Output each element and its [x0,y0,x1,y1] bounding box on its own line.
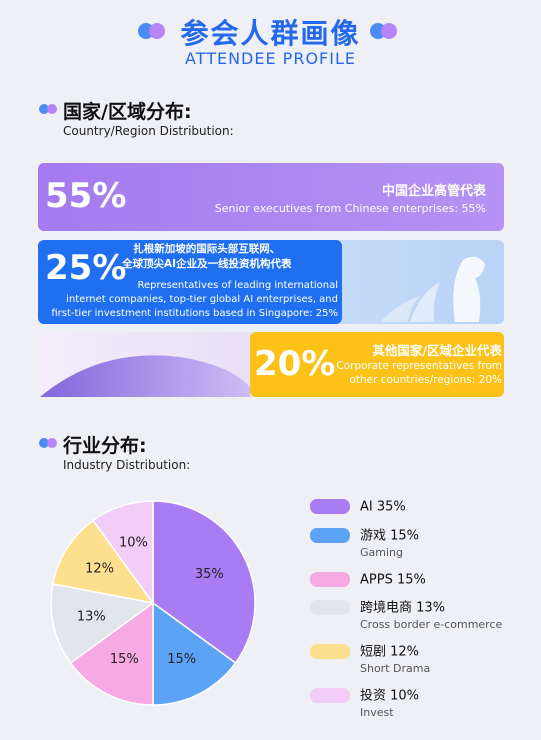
percent: 20% [254,344,336,384]
legend-label: 投资 10% [360,688,419,704]
card-desc: Representatives of leading international… [38,279,338,321]
heading-icon [39,104,57,448]
slice-label: 15% [167,652,196,667]
pie-slice [51,519,155,605]
legend-label: 短剧 12% [360,645,419,660]
legend-label: AI 35% [360,500,406,515]
card-title: 中国企业高管代表 [381,184,486,199]
legend-swatch [310,528,350,543]
card-desc-line: internet companies, top-tier global AI e… [66,294,338,305]
card-title-line: 全球顶尖AI企业及一线投资机构代表 [122,258,292,270]
card-desc-line: other countries/regions: 20% [349,374,502,386]
card-title: 其他国家/区域企业代表 [372,343,502,358]
card-desc: Senior executives from Chinese enterpris… [214,202,486,215]
card-title: 扎根新加坡的国际头部互联网、 全球顶尖AI企业及一线投资机构代表 [122,242,292,272]
pie-slice [91,500,154,606]
legend-sublabel: Short Drama [360,662,430,675]
title-icon [138,23,397,39]
legend-swatch [310,572,350,587]
card-title-line: 扎根新加坡的国际头部互联网、 [133,243,281,255]
wave-art [40,355,250,397]
heading: 国家/区域分布: [63,101,192,123]
subheading: Industry Distribution: [63,458,191,472]
legend-swatch [310,499,350,514]
card-bg [38,163,504,231]
subheading: Country/Region Distribution: [63,124,234,138]
card-desc-line: Representatives of leading international [137,280,338,291]
pie-slice [152,500,256,665]
slice-label: 13% [77,609,106,624]
percent: 55% [45,176,127,216]
legend-label: APPS 15% [360,573,426,588]
subtitle: ATTENDEE PROFILE [185,49,356,68]
card-text: 其他国家/区域企业代表 Corporate representatives fr… [336,340,502,387]
legend-swatch [310,688,350,703]
pie-chart: 35% 15% 15% 13% 12% 10% AI 35% 游戏 15% Gaming APPS… [50,499,503,719]
heading: 行业分布: [63,435,147,457]
merlion-art [380,256,485,322]
card-panel [250,332,504,397]
pie-slice [152,601,237,706]
percent: 25% [45,248,127,288]
legend-sublabel: Gaming [360,546,403,559]
card-desc-line: Corporate representatives from [336,360,502,372]
pie-slice [50,583,155,665]
legend-sublabel: Cross border e-commerce [360,618,503,631]
slice-label: 12% [85,562,114,577]
card-text: 中国企业高管代表 Senior executives from Chinese … [215,180,486,215]
slice-label: 15% [110,652,139,667]
title: 参会人群画像 [180,17,361,50]
legend-label: 跨境电商 13% [360,601,445,616]
card-desc-line: first-tier investment institutions based… [51,308,338,319]
card-panel [38,240,342,324]
slice-label: 10% [119,535,148,550]
legend-sublabel: Invest [360,706,394,719]
pie-slice [69,601,154,706]
legend-swatch [310,600,350,615]
legend-swatch [310,644,350,659]
legend-label: 游戏 15% [360,529,419,544]
slice-label: 35% [195,567,224,582]
